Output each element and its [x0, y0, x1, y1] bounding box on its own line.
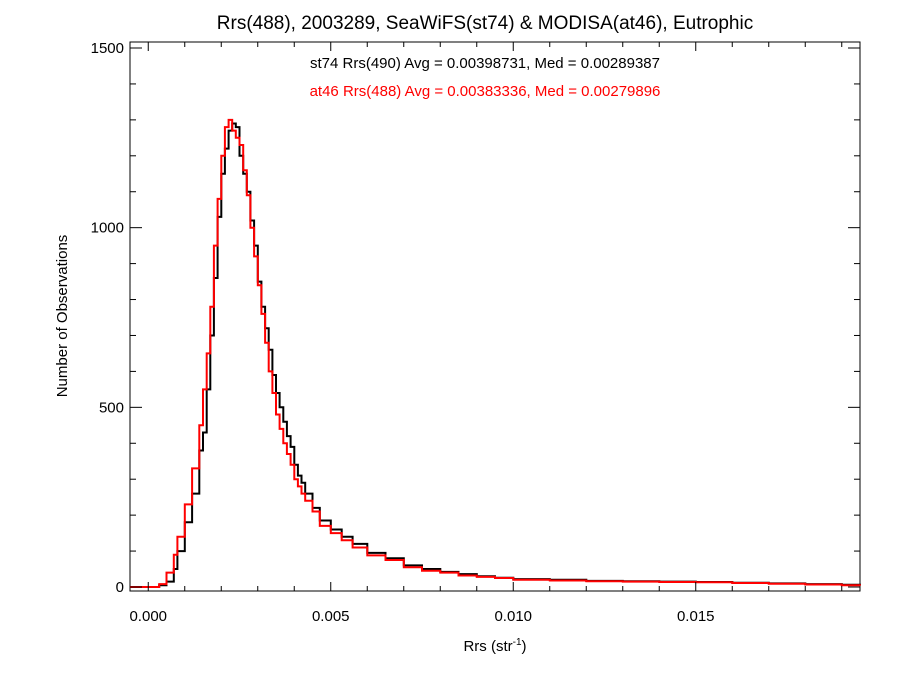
series-layer [130, 118, 861, 588]
series-line-1 [130, 118, 861, 588]
x-axis-ticks: 0.000 0.005 0.010 0.015 [129, 42, 843, 625]
chart-title: Rrs(488), 2003289, SeaWiFS(st74) & MODIS… [217, 13, 753, 34]
x-axis-label: Rrs (str-1) [463, 637, 526, 655]
x-axis-label-close: ) [522, 638, 527, 655]
annotation-1: at46 Rrs(488) Avg = 0.00383336, Med = 0.… [310, 83, 661, 100]
x-tick-label: 0.000 [129, 608, 167, 625]
x-tick-label: 0.015 [677, 608, 715, 625]
y-axis-ticks: 0 500 1000 1500 [91, 40, 860, 596]
annotation-0: st74 Rrs(490) Avg = 0.00398731, Med = 0.… [310, 55, 660, 72]
plot-frame [129, 41, 861, 592]
y-tick-label: 500 [99, 399, 124, 416]
x-tick-label: 0.010 [494, 608, 532, 625]
y-axis-label: Number of Observations [54, 235, 71, 398]
x-axis-label-base: Rrs (str [463, 638, 512, 655]
x-axis-label-superscript: -1 [513, 637, 522, 648]
x-tick-label: 0.005 [312, 608, 350, 625]
y-tick-label: 1000 [91, 220, 124, 237]
plot-area [129, 41, 861, 592]
y-tick-label: 0 [116, 579, 124, 596]
y-tick-label: 1500 [91, 40, 124, 57]
annotations: st74 Rrs(490) Avg = 0.00398731, Med = 0.… [310, 55, 661, 100]
